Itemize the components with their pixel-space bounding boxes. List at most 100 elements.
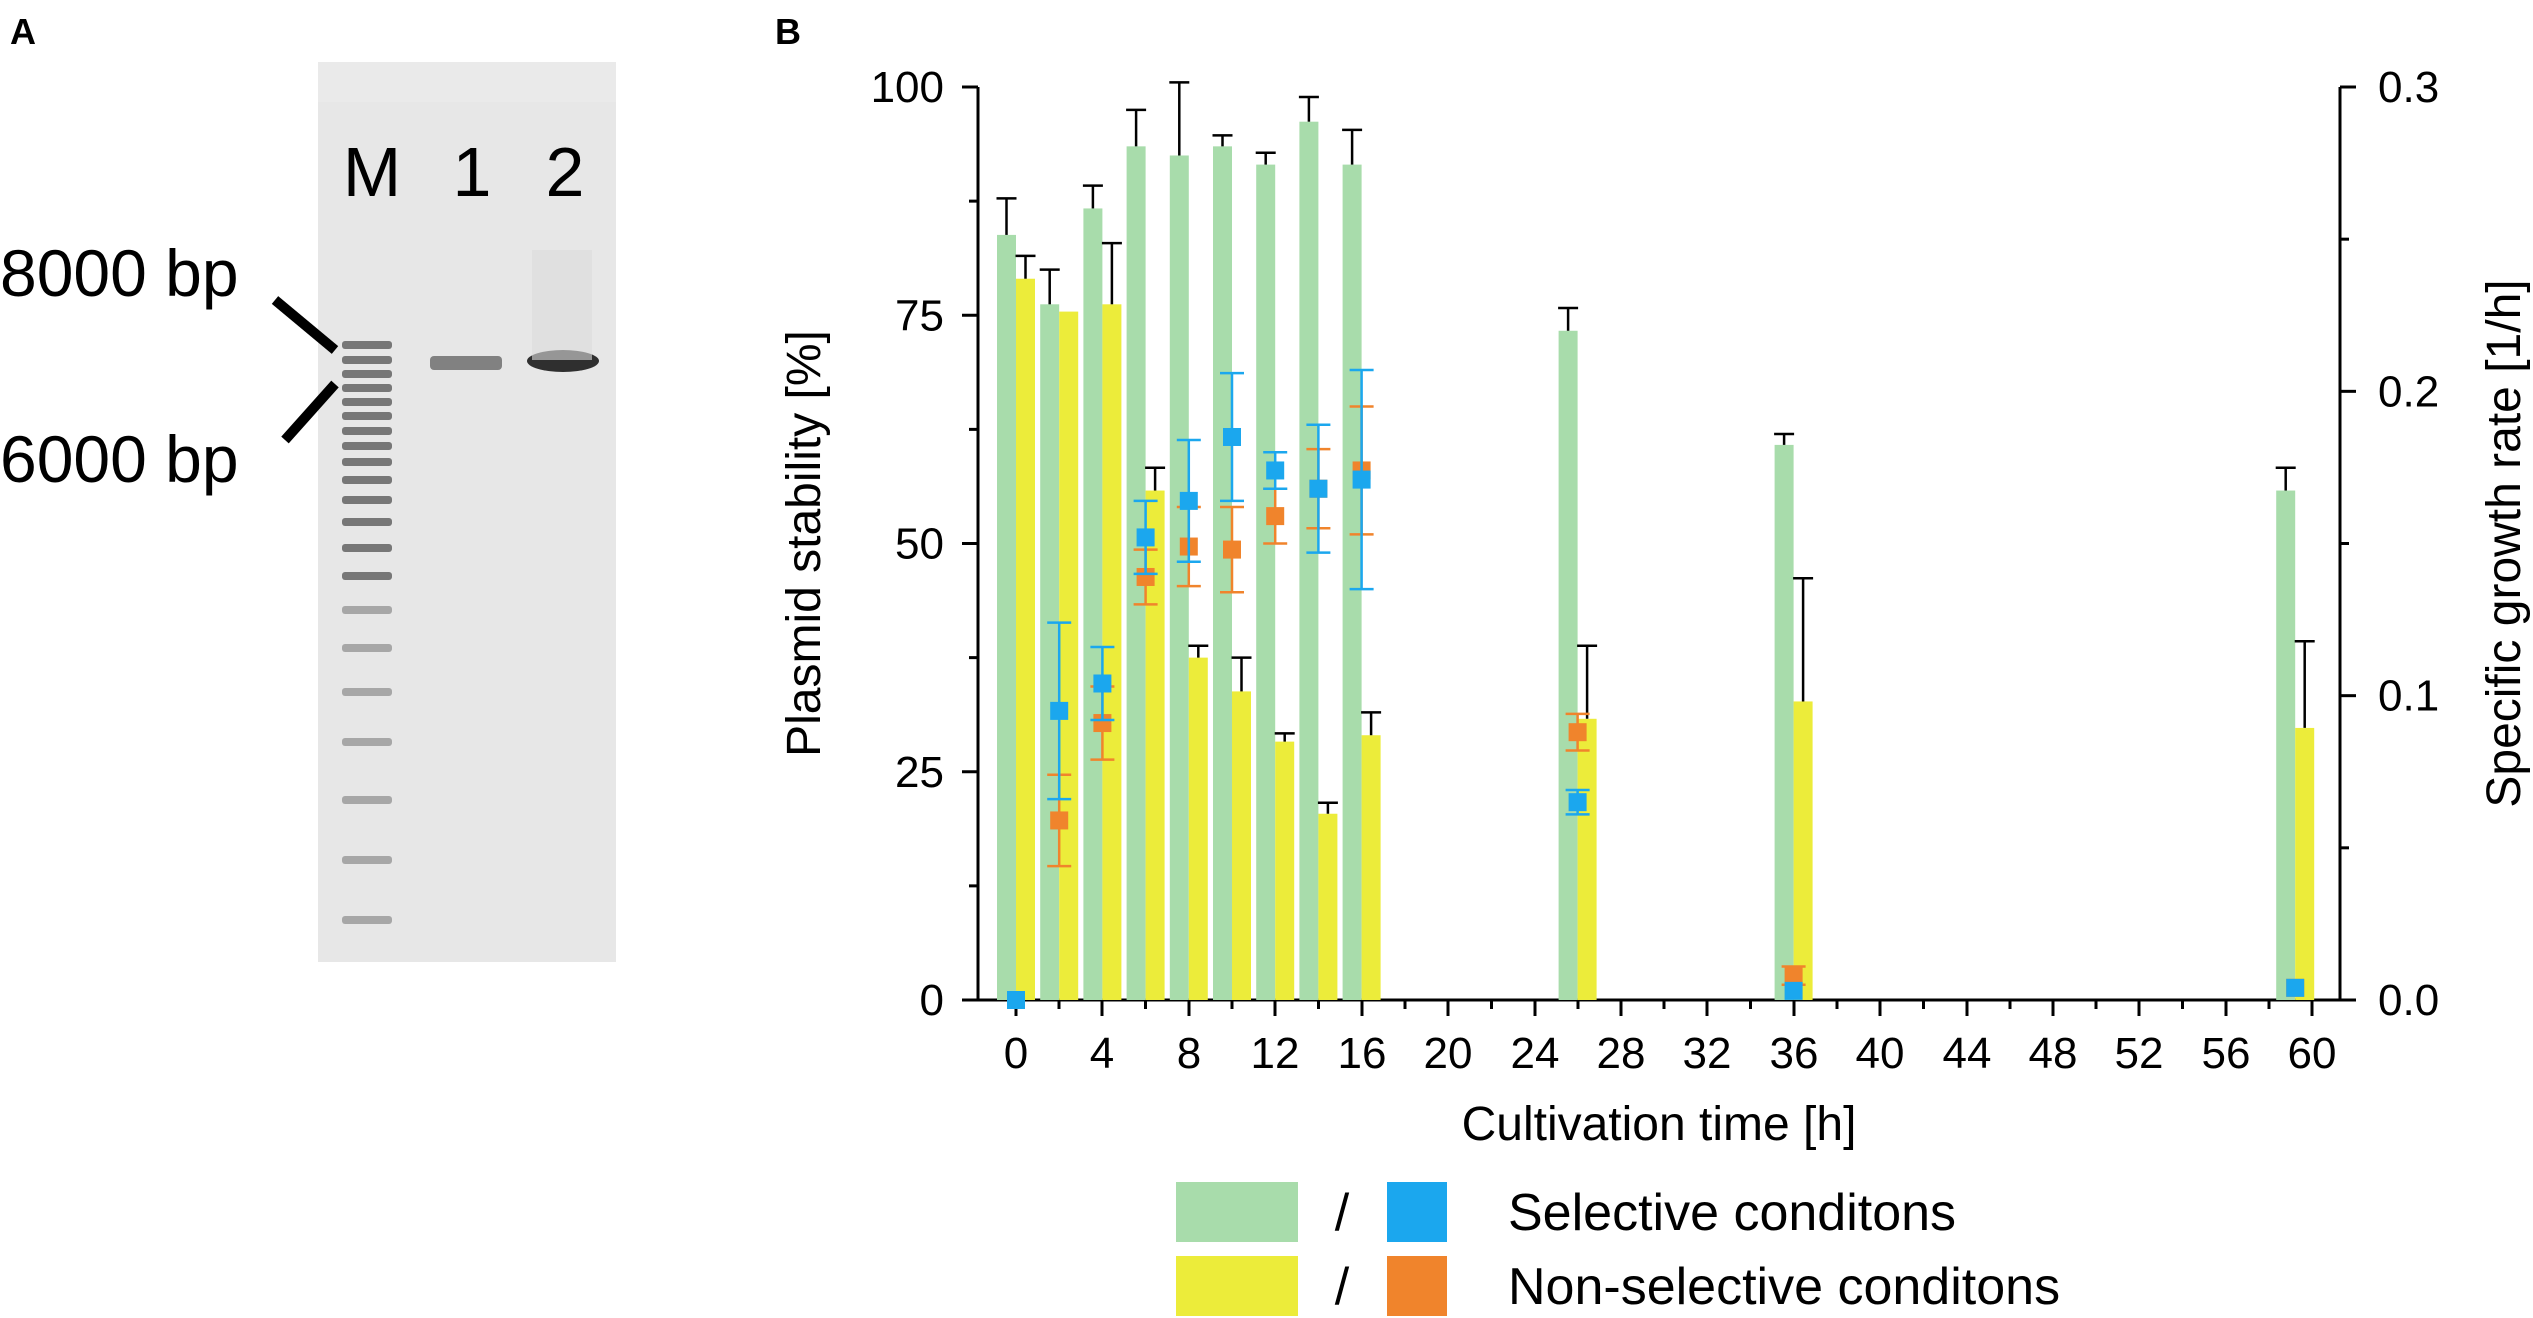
- marker-non-selective: [1093, 714, 1112, 733]
- gel-wells: [318, 62, 616, 102]
- ladder-band: [342, 442, 392, 450]
- y-axis-title-left: Plasmid stability [%]: [778, 330, 831, 757]
- marker-non-selective: [1136, 567, 1155, 586]
- ladder-band: [342, 606, 392, 614]
- bar-selective: [1774, 444, 1794, 1000]
- ladder-band: [342, 544, 392, 552]
- bar-non-selective: [1145, 490, 1165, 1000]
- x-tick-label: 32: [1683, 1029, 1732, 1078]
- legend-separator: /: [1335, 1258, 1350, 1316]
- gel-image: [318, 62, 616, 962]
- y-left-tick-label: 75: [895, 291, 944, 340]
- ladder-band: [342, 738, 392, 746]
- lane-label-2: 2: [546, 133, 585, 211]
- bar-selective: [997, 234, 1016, 1000]
- x-tick-label: 48: [2029, 1029, 2078, 1078]
- ladder-band: [342, 398, 392, 406]
- y-left-tick-label: 0: [920, 976, 944, 1025]
- bar-non-selective: [1275, 741, 1295, 1000]
- marker-label-6000: 6000 bp: [0, 422, 239, 496]
- y-right-tick-label: 0.2: [2378, 367, 2439, 416]
- ladder-band: [342, 476, 392, 484]
- y-right-tick-label: 0.3: [2378, 63, 2439, 112]
- y-left-tick-label: 100: [871, 63, 944, 112]
- lane-label-m: M: [343, 133, 401, 211]
- bar-non-selective: [1793, 701, 1813, 1000]
- ladder-band: [342, 458, 392, 466]
- marker-non-selective: [1223, 540, 1241, 559]
- marker-non-selective: [1784, 966, 1803, 985]
- legend-marker-swatch-non-selective: [1387, 1256, 1447, 1316]
- marker-selective: [1568, 793, 1587, 812]
- bar-non-selective: [1232, 691, 1251, 1000]
- marker-pointer-6000: [281, 380, 339, 444]
- x-tick-label: 12: [1251, 1029, 1300, 1078]
- bar-non-selective: [2295, 727, 2315, 1000]
- ladder-band: [342, 412, 392, 420]
- x-tick-label: 44: [1943, 1029, 1992, 1078]
- y-left-tick-label: 50: [895, 520, 944, 569]
- ladder-band: [342, 384, 392, 392]
- legend: / Selective conditons / Non-selective condi…: [1176, 1182, 2060, 1316]
- marker-non-selective: [1050, 811, 1069, 830]
- lane-label-1: 1: [453, 133, 492, 211]
- ladder-band: [342, 644, 392, 652]
- ladder-lane: [342, 341, 392, 924]
- x-tick-label: 36: [1770, 1029, 1819, 1078]
- bar-selective: [1040, 304, 1060, 1000]
- bar-selective: [1169, 155, 1189, 1001]
- marker-selective: [1179, 491, 1198, 510]
- x-tick-label: 56: [2202, 1029, 2251, 1078]
- marker-non-selective: [1568, 723, 1587, 742]
- y-left-tick-label: 25: [895, 748, 944, 797]
- bar-non-selective: [1361, 735, 1381, 1000]
- marker-selective: [1136, 528, 1155, 547]
- ladder-band: [342, 796, 392, 804]
- y-right-tick-label: 0.1: [2378, 672, 2439, 721]
- legend-bar-swatch-selective: [1176, 1182, 1298, 1242]
- bar-selective: [2276, 490, 2296, 1000]
- x-tick-label: 4: [1090, 1029, 1114, 1078]
- marker-selective: [1223, 427, 1241, 446]
- bar-selective: [1213, 146, 1232, 1001]
- marker-selective: [1309, 479, 1328, 498]
- bar-selective: [1558, 330, 1578, 1000]
- bar-non-selective: [1059, 311, 1079, 1000]
- bar-selective: [1299, 121, 1319, 1001]
- ladder-band: [342, 856, 392, 864]
- ladder-band: [342, 427, 392, 435]
- x-tick-label: 28: [1597, 1029, 1646, 1078]
- bar-non-selective: [1016, 278, 1035, 1001]
- ladder-band: [342, 356, 392, 364]
- marker-pointer-8000: [271, 296, 339, 354]
- marker-selective: [1093, 674, 1112, 693]
- marker-selective: [1050, 701, 1069, 720]
- ladder-band: [342, 341, 392, 349]
- bar-non-selective: [1577, 718, 1597, 1000]
- marker-non-selective: [1266, 507, 1285, 526]
- bar-non-selective: [1102, 304, 1122, 1000]
- panel-a-letter: A: [10, 11, 36, 52]
- x-tick-label: 24: [1511, 1029, 1560, 1078]
- legend-bar-swatch-non-selective: [1176, 1256, 1298, 1316]
- x-tick-label: 60: [2288, 1029, 2337, 1078]
- legend-marker-swatch-selective: [1387, 1182, 1447, 1242]
- ladder-band: [342, 496, 392, 504]
- x-tick-label: 0: [1004, 1029, 1028, 1078]
- legend-separator: /: [1335, 1184, 1350, 1242]
- x-tick-label: 40: [1856, 1029, 1905, 1078]
- panel-b-letter: B: [775, 11, 801, 52]
- x-tick-label: 8: [1177, 1029, 1201, 1078]
- marker-selective: [1352, 470, 1371, 489]
- bar-non-selective: [1318, 813, 1338, 1000]
- marker-selective: [1007, 991, 1025, 1009]
- ladder-band: [342, 688, 392, 696]
- ladder-band: [342, 916, 392, 924]
- ladder-band: [342, 370, 392, 378]
- x-tick-label: 16: [1338, 1029, 1387, 1078]
- marker-selective: [1266, 461, 1285, 480]
- gel-band-lane-1: [430, 356, 502, 370]
- bar-non-selective: [1188, 657, 1208, 1000]
